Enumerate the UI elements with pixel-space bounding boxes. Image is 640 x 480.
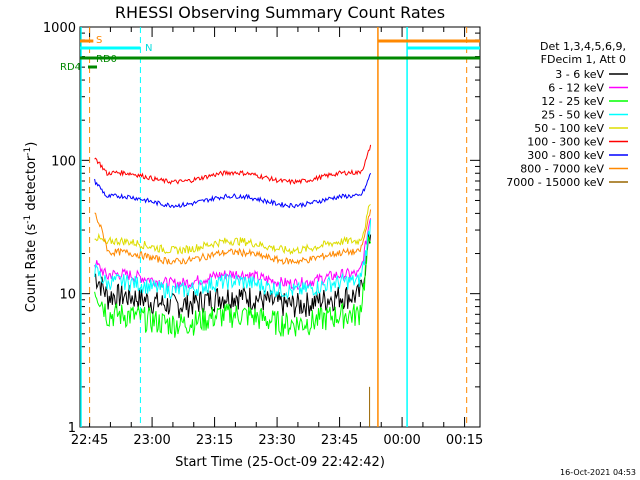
legend-label: 800 - 7000 keV	[520, 163, 604, 176]
x-tick-label: 00:15	[446, 433, 483, 448]
footer-date: 16-Oct-2021 04:53	[560, 468, 636, 477]
series-line-5	[94, 144, 372, 186]
y-tick-label: 10	[59, 288, 76, 303]
x-axis-label: Start Time (25-Oct-09 22:42:42)	[175, 455, 385, 470]
x-tick-labels: 22:45 23:00 23:15 23:30 23:45 00:00 00:15	[71, 433, 483, 448]
y-axis-label: Count Rate (s-1 detector-1)	[23, 142, 39, 313]
legend-label: 300 - 800 keV	[527, 149, 604, 162]
legend-label: 7000 - 15000 keV	[506, 176, 604, 189]
x-tick-label: 22:45	[71, 433, 108, 448]
legend-label: 25 - 50 keV	[541, 109, 604, 122]
legend-label: 6 - 12 keV	[548, 82, 604, 95]
y-tick-label: 1	[68, 421, 76, 436]
series-line-4	[94, 204, 371, 256]
series-line-1	[94, 218, 372, 291]
y-tick-label: 1000	[43, 21, 76, 36]
legend-label: 100 - 300 keV	[527, 136, 604, 149]
flag-label-rd0: RD0	[96, 54, 117, 65]
x-tick-label: 23:15	[196, 433, 233, 448]
legend-header-line2: FDecim 1, Att 0	[541, 53, 626, 66]
legend-label: 50 - 100 keV	[534, 122, 604, 135]
flag-label-s: S	[96, 35, 102, 46]
x-tick-label: 23:45	[321, 433, 358, 448]
flag-label-rd4: RD4	[60, 62, 81, 73]
series-lines	[94, 144, 372, 427]
flag-lines	[80, 27, 480, 427]
y-tick-label: 100	[51, 154, 76, 169]
plot-frame	[79, 26, 481, 428]
flag-label-n: N	[145, 43, 152, 54]
x-tick-label: 23:00	[133, 433, 170, 448]
legend-header-line1: Det 1,3,4,5,6,9,	[540, 40, 626, 53]
legend-label: 12 - 25 keV	[541, 95, 604, 108]
legend: Det 1,3,4,5,6,9, FDecim 1, Att 0 3 - 6 k…	[506, 40, 628, 189]
legend-label: 3 - 6 keV	[555, 68, 604, 81]
y-tick-labels: 1 10 100 1000	[43, 21, 76, 436]
chart-title: RHESSI Observing Summary Count Rates	[115, 3, 445, 22]
series-line-3	[94, 219, 372, 300]
series-line-7	[94, 209, 372, 266]
series-line-6	[94, 172, 372, 209]
x-tick-label: 00:00	[383, 433, 420, 448]
axis-ticks	[80, 27, 480, 428]
x-tick-label: 23:30	[258, 433, 295, 448]
series-line-0	[94, 233, 372, 319]
series-line-2	[94, 235, 372, 338]
